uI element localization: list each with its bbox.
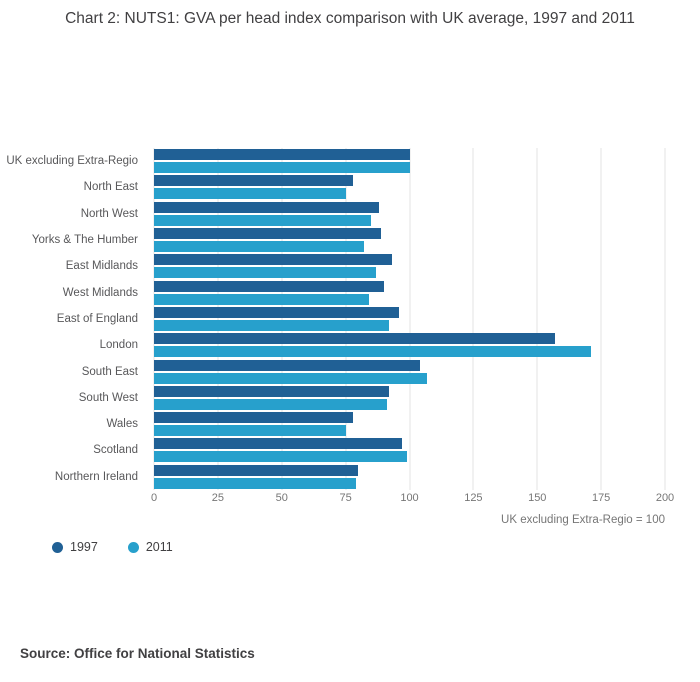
bar-group: [154, 279, 665, 305]
bar-group: [154, 385, 665, 411]
gridline: [536, 148, 538, 490]
bar-group: [154, 253, 665, 279]
bar-group: [154, 437, 665, 463]
legend-item-1997[interactable]: 1997: [52, 540, 98, 554]
bar-1997: [154, 306, 400, 318]
gridline: [281, 148, 283, 490]
bar-rows: [154, 148, 665, 490]
bar-2011: [154, 267, 377, 279]
x-tick-label: 50: [275, 492, 288, 504]
bar-1997: [154, 359, 420, 371]
legend-item-2011[interactable]: 2011: [127, 540, 173, 554]
bar-2011: [154, 372, 428, 384]
x-axis-label: UK excluding Extra-Regio = 100: [501, 514, 665, 526]
x-tick-label: 200: [655, 492, 675, 504]
bar-2011: [154, 425, 346, 437]
x-tick-label: 25: [211, 492, 224, 504]
bar-2011: [154, 319, 390, 331]
y-axis-label: Scotland: [93, 444, 138, 457]
bar-1997: [154, 438, 402, 450]
legend-label: 2011: [145, 540, 173, 554]
bar-2011: [154, 293, 369, 305]
plot-area: [153, 148, 666, 490]
bar-1997: [154, 254, 392, 266]
bar-group: [154, 358, 665, 384]
y-axis-label: North East: [83, 181, 138, 194]
bar-group: [154, 332, 665, 358]
y-axis-label: North West: [80, 207, 138, 220]
gridline: [153, 148, 155, 490]
x-tick-label: 125: [464, 492, 483, 504]
bar-group: [154, 411, 665, 437]
bar-2011: [154, 346, 591, 358]
bar-group: [154, 148, 665, 174]
bar-2011: [154, 214, 372, 226]
bar-group: [154, 201, 665, 227]
gridlines: [153, 148, 666, 490]
y-axis-label: South East: [81, 365, 138, 378]
source-text: Source: Office for National Statistics: [20, 646, 255, 661]
bar-1997: [154, 412, 354, 424]
bar-1997: [154, 464, 359, 476]
y-axis-label: Yorks & The Humber: [31, 234, 138, 247]
bar-1997: [154, 175, 354, 187]
bar-2011: [154, 398, 387, 410]
gridline: [409, 148, 410, 490]
x-axis-ticks: 0 25 50 75 100 125 150 175 200: [150, 492, 674, 506]
x-tick-label: 0: [150, 492, 158, 504]
bar-2011: [154, 188, 346, 200]
x-tick-label: 75: [339, 492, 352, 504]
gridline: [600, 148, 602, 490]
x-tick-label: 100: [400, 492, 419, 504]
legend-marker-icon: [127, 541, 139, 553]
gridline: [472, 148, 474, 490]
bar-2011: [154, 477, 356, 489]
y-axis-label: East Midlands: [65, 260, 138, 273]
legend-marker-icon: [52, 541, 63, 553]
y-axis-label: East of England: [56, 312, 138, 325]
y-axis-label: South West: [78, 391, 138, 404]
legend: 1997 2011: [52, 540, 173, 554]
bar-1997: [154, 149, 410, 161]
bar-1997: [154, 228, 382, 240]
bar-1997: [154, 280, 384, 292]
bar-group: [154, 174, 665, 200]
y-axis-label: London: [99, 339, 138, 352]
bar-2011: [154, 162, 410, 174]
bar-1997: [154, 201, 379, 213]
bar-2011: [154, 451, 407, 463]
bar-1997: [154, 385, 390, 397]
bar-group: [154, 464, 665, 490]
chart-title: Chart 2: NUTS1: GVA per head index compa…: [65, 10, 635, 27]
y-axis-label: Wales: [106, 418, 138, 431]
y-axis-label: West Midlands: [62, 286, 138, 299]
bar-group: [154, 227, 665, 253]
bar-1997: [154, 333, 556, 345]
y-axis-labels: UK excluding Extra-Regio North East North …: [0, 148, 146, 490]
gridline: [345, 148, 347, 490]
y-axis-label: UK excluding Extra-Regio: [6, 155, 138, 168]
gridline: [217, 148, 219, 490]
y-axis-label: Northern Ireland: [54, 470, 138, 483]
x-tick-label: 150: [528, 492, 547, 504]
bar-2011: [154, 241, 364, 253]
x-tick-label: 175: [591, 492, 611, 504]
bar-group: [154, 306, 665, 332]
gridline: [664, 148, 666, 490]
legend-label: 1997: [70, 540, 98, 554]
